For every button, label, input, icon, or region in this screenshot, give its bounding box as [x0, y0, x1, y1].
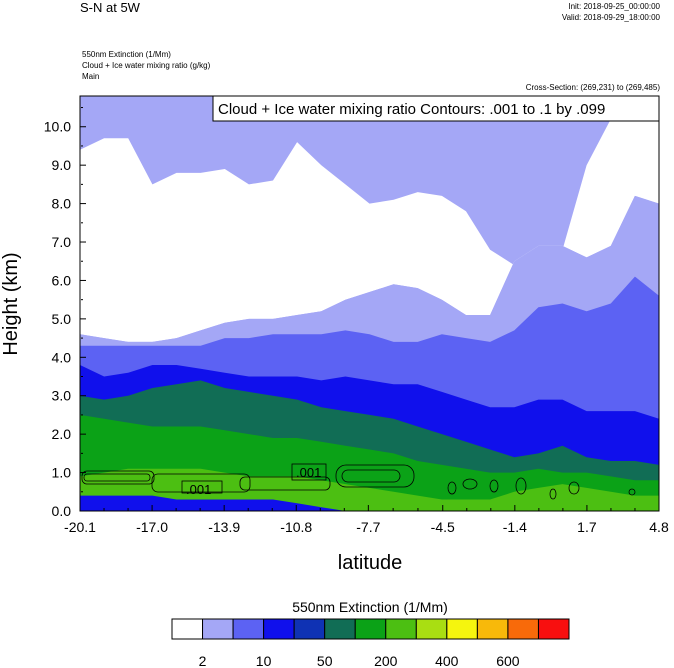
y-tick-label: 8.0 [52, 196, 72, 212]
colorbar-label: 600 [496, 653, 520, 668]
colorbar: 2 10 50 200 400 600 [171, 618, 570, 668]
y-tick-label: 10.0 [44, 119, 71, 135]
x-tick-label: -1.4 [503, 519, 527, 535]
colorbar-swatch [354, 618, 387, 640]
mixing-ratio-contours [81, 463, 636, 500]
contour-line [83, 473, 151, 482]
extinction-fill [80, 96, 659, 511]
contour-line [335, 464, 415, 488]
valid-time: Valid: 2018-09-29_18:00:00 [561, 13, 660, 22]
colorbar-swatch [537, 618, 570, 640]
y-tick-label: 3.0 [52, 388, 72, 404]
contour-line [462, 478, 478, 490]
x-tick-label: -10.8 [280, 519, 312, 535]
colorbar-label: 2 [199, 653, 207, 668]
y-tick-label: 2.0 [52, 426, 72, 442]
contour-line [341, 469, 401, 483]
y-tick-label: 1.0 [52, 465, 72, 481]
cross-section-label: Cross-Section: (269,231) to (269,485) [525, 83, 660, 92]
x-tick-label: -7.7 [356, 519, 380, 535]
colorbar-swatch [171, 618, 204, 640]
contour-label: .001 [296, 465, 321, 480]
y-tick-label: 0.0 [52, 503, 72, 519]
x-tick-label: -20.1 [64, 519, 96, 535]
time-info: Init: 2018-09-25_00:00:00 Valid: 2018-09… [562, 1, 660, 23]
colorbar-label: 200 [374, 653, 398, 668]
contour-line [628, 488, 636, 496]
y-axis-label: Height (km) [0, 252, 22, 355]
y-tick-label: 5.0 [52, 311, 72, 327]
extinction-band-2 [80, 103, 659, 342]
x-tick-label: 4.8 [649, 519, 669, 535]
y-axis: 0.0 1.0 2.0 3.0 4.0 5.0 6.0 7.0 8.0 9.0 10.0 [44, 107, 86, 519]
init-time: Init: 2018-09-25_00:00:00 [568, 2, 660, 11]
contour-line [489, 479, 499, 493]
field-label-main: Main [82, 72, 100, 81]
y-tick-label: 9.0 [52, 157, 72, 173]
colorbar-label: 10 [256, 653, 272, 668]
contour-line [239, 476, 331, 491]
contour-labels: .001 .001 [186, 465, 321, 497]
y-tick-label: 6.0 [52, 272, 72, 288]
y-tick-label: 4.0 [52, 349, 72, 365]
x-tick-label: -13.9 [208, 519, 240, 535]
contour-line [447, 481, 457, 495]
colorbar-swatch [324, 618, 356, 640]
contour-line [515, 477, 527, 495]
chart-title: S-N at 5W [80, 0, 140, 15]
contour-info-box: Cloud + Ice water mixing ratio Contours:… [212, 95, 660, 122]
field-label-extinction: 550nm Extinction (1/Mm) [82, 50, 171, 59]
colorbar-swatch [446, 618, 478, 640]
contour-line [549, 488, 557, 500]
colorbar-swatch [232, 618, 265, 640]
colorbar-swatch [263, 618, 295, 640]
colorbar-swatch [507, 618, 539, 640]
colorbar-title: 550nm Extinction (1/Mm) [292, 599, 448, 615]
x-tick-label: -4.5 [431, 519, 455, 535]
colorbar-label: 50 [317, 653, 333, 668]
field-label-mixing-ratio: Cloud + Ice water mixing ratio (g/kg) [82, 61, 211, 70]
contour-line [151, 473, 251, 493]
contour-line [291, 463, 327, 481]
y-tick-label: 7.0 [52, 234, 72, 250]
x-tick-label: -17.0 [136, 519, 168, 535]
extinction-band-5000 [80, 495, 659, 511]
contour-label: .001 [186, 482, 211, 497]
x-axis: -20.1 -17.0 -13.9 -10.8 -7.7 -4.5 -1.4 1.7 4.8 [64, 505, 669, 535]
contour-info-text: Cloud + Ice water mixing ratio Contours:… [218, 101, 605, 118]
contour-line [181, 480, 223, 494]
contour-line [568, 481, 580, 495]
colorbar-swatch [415, 618, 448, 640]
colorbar-swatch [476, 618, 509, 640]
colorbar-label: 400 [435, 653, 459, 668]
x-tick-label: 1.7 [577, 519, 597, 535]
colorbar-swatch [385, 618, 417, 640]
colorbar-swatch [202, 618, 234, 640]
x-axis-label: latitude [338, 552, 403, 574]
colorbar-swatch [293, 618, 326, 640]
contour-line [81, 470, 155, 485]
